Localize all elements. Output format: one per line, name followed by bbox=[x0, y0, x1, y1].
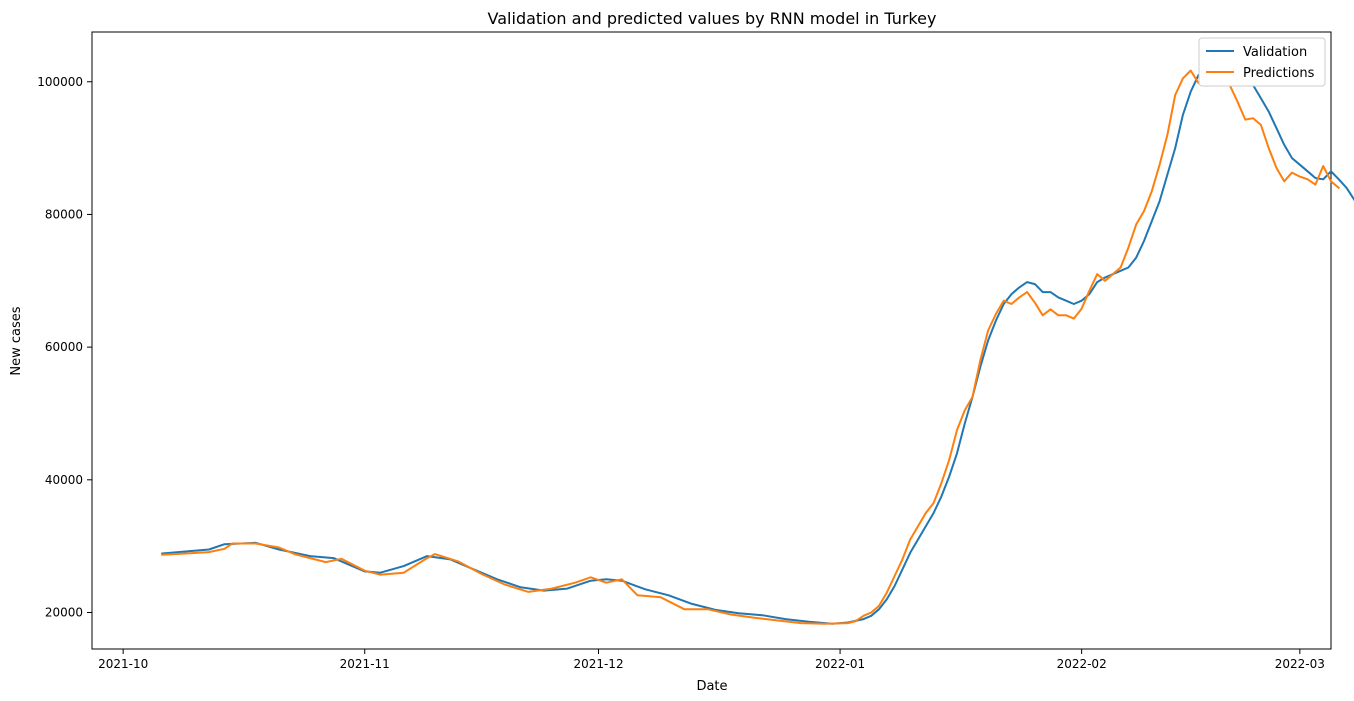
x-axis-label: Date bbox=[696, 679, 727, 694]
x-tick-label: 2022-03 bbox=[1275, 657, 1325, 671]
legend: Validation Predictions bbox=[1198, 37, 1326, 87]
y-axis: 20000 40000 60000 80000 100000 bbox=[37, 75, 92, 620]
chart-title: Validation and predicted values by RNN m… bbox=[488, 9, 937, 28]
x-tick-label: 2021-10 bbox=[98, 657, 148, 671]
x-axis: 2021-10 2021-11 2021-12 2022-01 2022-02 2022-… bbox=[98, 649, 1325, 671]
x-tick-label: 2022-01 bbox=[815, 657, 865, 671]
y-axis-label: New cases bbox=[9, 306, 24, 375]
y-tick-label: 80000 bbox=[45, 207, 83, 221]
legend-validation-label: Validation bbox=[1243, 45, 1307, 60]
legend-predictions-label: Predictions bbox=[1243, 66, 1315, 81]
y-tick-label: 20000 bbox=[45, 606, 83, 620]
x-tick-label: 2021-12 bbox=[573, 657, 623, 671]
plot-area bbox=[91, 31, 1332, 650]
x-tick-label: 2021-11 bbox=[340, 657, 390, 671]
y-tick-label: 40000 bbox=[45, 473, 83, 487]
y-tick-label: 60000 bbox=[45, 340, 83, 354]
x-tick-label: 2022-02 bbox=[1057, 657, 1107, 671]
y-tick-label: 100000 bbox=[37, 75, 83, 89]
